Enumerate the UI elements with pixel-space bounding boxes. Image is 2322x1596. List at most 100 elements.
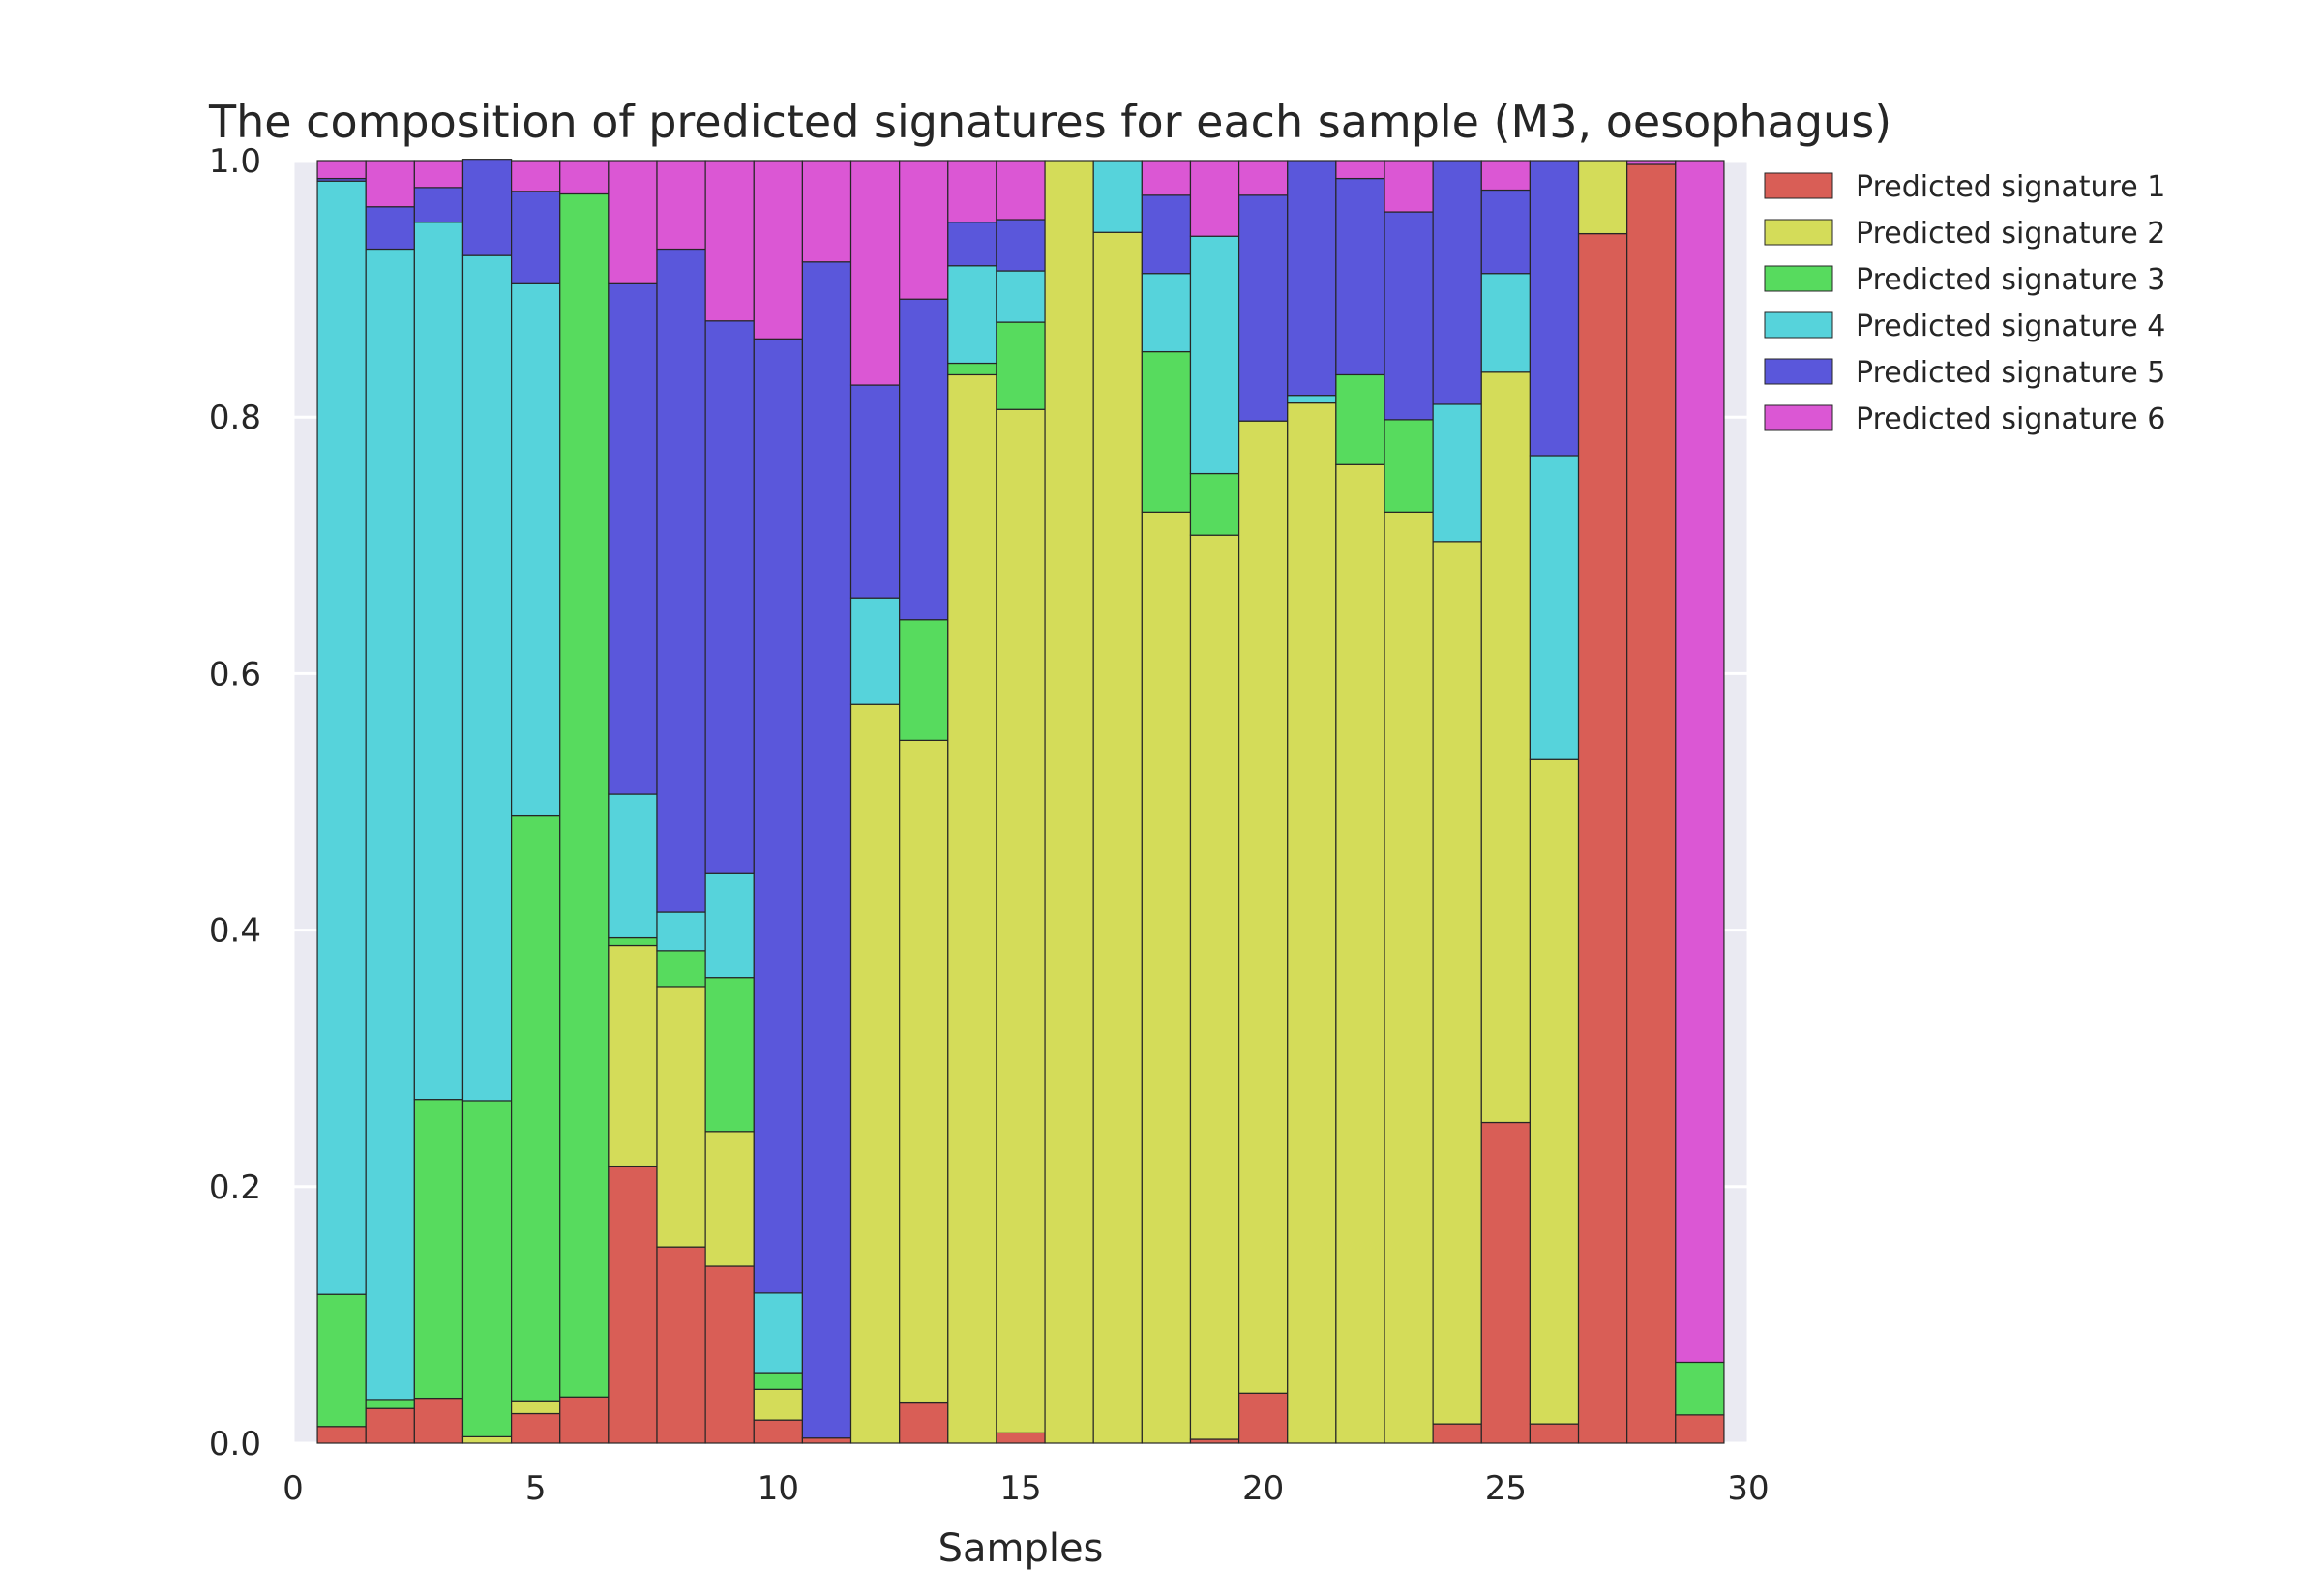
bar-sample-20-signature-6 bbox=[1237, 160, 1289, 196]
legend-label: Predicted signature 3 bbox=[1856, 263, 2165, 297]
bar-sample-14-signature-6 bbox=[947, 160, 997, 223]
bar-sample-13-signature-6 bbox=[899, 160, 949, 300]
bar-sample-14-signature-4 bbox=[947, 265, 997, 365]
bar-sample-3-signature-5 bbox=[413, 187, 464, 223]
bar-sample-25-signature-5 bbox=[1480, 189, 1532, 275]
bar-sample-24-signature-2 bbox=[1432, 541, 1482, 1425]
bar-sample-22-signature-5 bbox=[1335, 177, 1385, 376]
bar-sample-13-signature-3 bbox=[899, 619, 949, 741]
bar-sample-23-signature-6 bbox=[1384, 160, 1434, 213]
bar-sample-28-signature-6 bbox=[1626, 160, 1677, 165]
bar-sample-10-signature-4 bbox=[753, 1292, 803, 1374]
bar-sample-3-signature-4 bbox=[413, 222, 464, 1101]
legend-label: Predicted signature 2 bbox=[1856, 217, 2165, 251]
bar-sample-19-signature-3 bbox=[1189, 472, 1240, 536]
bar-sample-2-signature-1 bbox=[365, 1407, 415, 1444]
bar-sample-25-signature-1 bbox=[1480, 1121, 1532, 1444]
bar-sample-26-signature-4 bbox=[1529, 455, 1580, 760]
x-tick-label: 20 bbox=[1242, 1469, 1284, 1508]
bar-sample-10-signature-3 bbox=[753, 1372, 803, 1390]
bar-sample-5-signature-3 bbox=[510, 814, 561, 1402]
bar-sample-9-signature-4 bbox=[704, 872, 755, 979]
bar-sample-20-signature-2 bbox=[1237, 420, 1289, 1394]
y-tick-label: 0.0 bbox=[209, 1425, 261, 1463]
bar-sample-13-signature-1 bbox=[899, 1401, 949, 1444]
bar-sample-8-signature-3 bbox=[656, 950, 706, 988]
bar-sample-15-signature-4 bbox=[996, 270, 1046, 323]
y-tick-label: 0.6 bbox=[209, 655, 261, 694]
bar-sample-7-signature-5 bbox=[608, 282, 658, 795]
legend: Predicted signature 1 Predicted signature… bbox=[1764, 170, 2165, 436]
bar-sample-27-signature-2 bbox=[1577, 160, 1628, 235]
bar-sample-24-signature-5 bbox=[1432, 160, 1482, 405]
bar-sample-24-signature-1 bbox=[1432, 1423, 1482, 1444]
x-tick-label: 25 bbox=[1485, 1469, 1527, 1508]
bar-sample-5-signature-2 bbox=[510, 1400, 561, 1415]
legend-label: Predicted signature 5 bbox=[1856, 356, 2165, 390]
bar-sample-11-signature-5 bbox=[801, 261, 852, 1439]
bar-sample-26-signature-2 bbox=[1529, 758, 1580, 1425]
bar-sample-7-signature-4 bbox=[608, 793, 658, 939]
bar-sample-8-signature-4 bbox=[656, 911, 706, 952]
bar-sample-18-signature-2 bbox=[1141, 511, 1192, 1444]
y-tick-label: 0.4 bbox=[209, 912, 261, 951]
bar-sample-2-signature-5 bbox=[365, 206, 415, 251]
legend-swatch bbox=[1764, 358, 1833, 385]
bar-sample-25-signature-4 bbox=[1480, 273, 1532, 373]
bar-sample-5-signature-5 bbox=[510, 191, 561, 284]
chart-title: The composition of predicted signatures … bbox=[208, 96, 1891, 148]
bar-sample-13-signature-2 bbox=[899, 739, 949, 1404]
bar-sample-9-signature-5 bbox=[704, 320, 755, 874]
bar-sample-18-signature-3 bbox=[1141, 350, 1192, 513]
y-tick-labels: 0.0 0.2 0.4 0.6 0.8 1.0 bbox=[209, 142, 261, 1463]
bar-sample-3-signature-1 bbox=[413, 1397, 464, 1444]
bar-sample-24-signature-4 bbox=[1432, 403, 1482, 543]
bar-sample-25-signature-2 bbox=[1480, 371, 1532, 1124]
bar-sample-11-signature-1 bbox=[801, 1437, 852, 1444]
bar-sample-6-signature-1 bbox=[559, 1396, 610, 1444]
bar-sample-6-signature-3 bbox=[559, 192, 610, 1398]
bar-sample-18-signature-5 bbox=[1141, 194, 1192, 275]
x-tick-label: 0 bbox=[283, 1469, 304, 1508]
bar-sample-19-signature-2 bbox=[1189, 534, 1240, 1440]
bar-sample-15-signature-1 bbox=[996, 1432, 1046, 1444]
bar-sample-14-signature-3 bbox=[947, 362, 997, 376]
bar-sample-22-signature-6 bbox=[1335, 160, 1385, 180]
bar-sample-5-signature-1 bbox=[510, 1412, 561, 1444]
bar-sample-14-signature-5 bbox=[947, 222, 997, 267]
bar-sample-14-signature-2 bbox=[947, 373, 997, 1444]
bar-sample-25-signature-6 bbox=[1480, 160, 1532, 192]
bar-sample-12-signature-5 bbox=[849, 384, 901, 599]
legend-swatch bbox=[1764, 172, 1833, 199]
legend-label: Predicted signature 4 bbox=[1856, 310, 2165, 343]
bar-sample-2-signature-4 bbox=[365, 248, 415, 1401]
bar-sample-26-signature-1 bbox=[1529, 1423, 1580, 1444]
bar-sample-21-signature-4 bbox=[1287, 395, 1337, 404]
bar-sample-7-signature-3 bbox=[608, 936, 658, 947]
bar-sample-10-signature-2 bbox=[753, 1388, 803, 1421]
bar-sample-10-signature-5 bbox=[753, 338, 803, 1294]
bar-sample-29-signature-6 bbox=[1675, 160, 1725, 1364]
bar-sample-3-signature-3 bbox=[413, 1099, 464, 1400]
x-tick-label: 30 bbox=[1727, 1469, 1769, 1508]
bar-sample-28-signature-1 bbox=[1626, 163, 1677, 1444]
bar-sample-5-signature-6 bbox=[510, 160, 561, 192]
bar-sample-1-signature-6 bbox=[316, 160, 367, 180]
bar-sample-2-signature-3 bbox=[365, 1399, 415, 1409]
bar-sample-19-signature-4 bbox=[1189, 235, 1240, 475]
bar-sample-6-signature-6 bbox=[559, 160, 610, 195]
bar-sample-15-signature-2 bbox=[996, 408, 1046, 1433]
bar-sample-9-signature-1 bbox=[704, 1265, 755, 1444]
bar-sample-22-signature-3 bbox=[1335, 373, 1385, 465]
bar-sample-19-signature-6 bbox=[1189, 160, 1240, 237]
y-tick-label: 0.2 bbox=[209, 1168, 261, 1207]
bar-sample-23-signature-2 bbox=[1384, 511, 1434, 1444]
y-tick-label: 1.0 bbox=[209, 142, 261, 181]
bar-sample-4-signature-5 bbox=[461, 159, 513, 256]
bar-sample-4-signature-2 bbox=[461, 1435, 513, 1444]
bar-sample-21-signature-5 bbox=[1287, 160, 1337, 397]
bar-sample-20-signature-5 bbox=[1237, 194, 1289, 422]
bar-sample-1-signature-4 bbox=[316, 180, 367, 1295]
bar-sample-7-signature-2 bbox=[608, 944, 658, 1167]
